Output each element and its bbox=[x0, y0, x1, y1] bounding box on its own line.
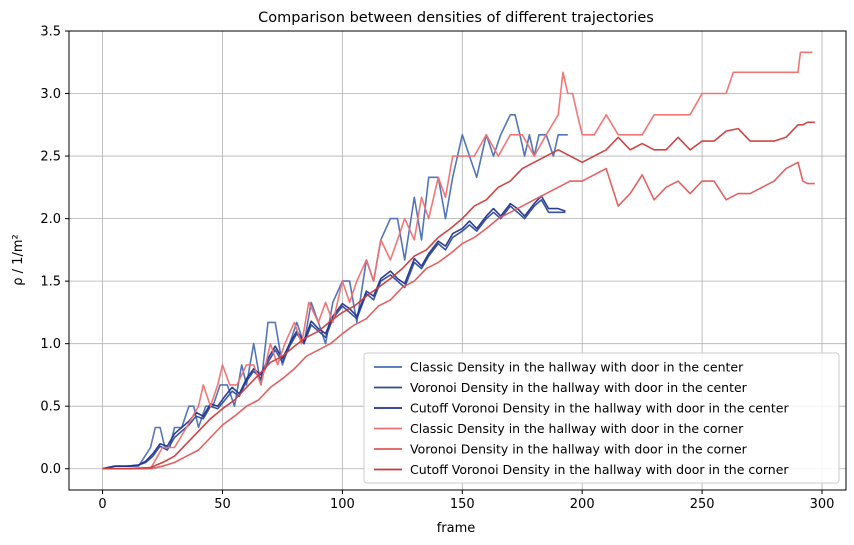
y-axis-ticks: 0.0 0.5 1.0 1.5 2.0 2.5 3.0 3.5 bbox=[40, 25, 69, 477]
y-tick-label: 0.0 bbox=[40, 462, 61, 477]
y-tick-label: 1.0 bbox=[40, 337, 61, 352]
y-tick-label: 2.5 bbox=[40, 150, 61, 165]
legend-label: Cutoff Voronoi Density in the hallway wi… bbox=[410, 462, 789, 477]
y-tick-label: 3.0 bbox=[40, 87, 61, 102]
x-tick-label: 300 bbox=[810, 497, 835, 512]
legend-label: Classic Density in the hallway with door… bbox=[410, 360, 744, 375]
x-tick-label: 100 bbox=[330, 497, 355, 512]
y-tick-label: 1.5 bbox=[40, 275, 61, 290]
legend-label: Voronoi Density in the hallway with door… bbox=[410, 380, 748, 395]
legend-label: Classic Density in the hallway with door… bbox=[410, 421, 744, 436]
plot-frame bbox=[68, 30, 847, 491]
y-axis-label: ρ / 1/m² bbox=[11, 234, 26, 285]
x-tick-label: 0 bbox=[98, 497, 106, 512]
y-tick-label: 3.5 bbox=[40, 25, 61, 40]
x-axis-ticks: 0 50 100 150 200 250 300 bbox=[98, 490, 834, 512]
series-line-4 bbox=[102, 51, 813, 470]
x-tick-label: 250 bbox=[690, 497, 715, 512]
x-tick-label: 50 bbox=[214, 497, 231, 512]
x-tick-label: 150 bbox=[450, 497, 475, 512]
series-lines bbox=[102, 51, 815, 470]
series-line-6 bbox=[102, 121, 815, 470]
legend-label: Voronoi Density in the hallway with door… bbox=[410, 442, 748, 457]
legend: Classic Density in the hallway with door… bbox=[363, 352, 840, 484]
series-line-3 bbox=[102, 195, 566, 470]
y-tick-label: 0.5 bbox=[40, 400, 61, 415]
chart-title: Comparison between densities of differen… bbox=[258, 10, 654, 26]
x-axis-label: frame bbox=[437, 521, 476, 536]
legend-box bbox=[363, 352, 840, 484]
legend-label: Cutoff Voronoi Density in the hallway wi… bbox=[410, 401, 789, 416]
series-line-5 bbox=[102, 161, 815, 470]
x-tick-label: 200 bbox=[570, 497, 595, 512]
series-line-1 bbox=[102, 114, 568, 470]
y-tick-label: 2.0 bbox=[40, 212, 61, 227]
